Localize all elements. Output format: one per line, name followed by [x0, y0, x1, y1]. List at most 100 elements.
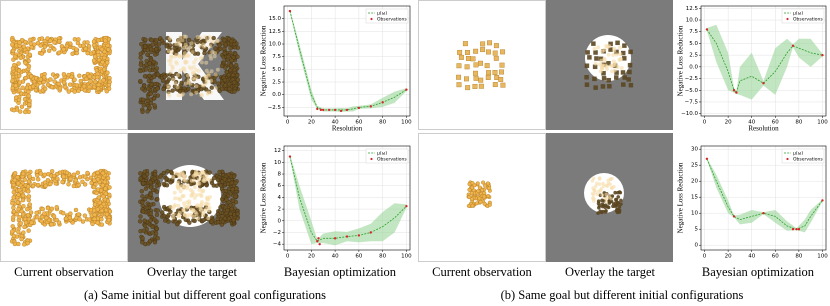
- particle: [162, 74, 167, 79]
- legend-marker: [370, 17, 373, 21]
- particle: [171, 77, 176, 82]
- particle: [473, 48, 479, 54]
- particle: [194, 193, 199, 198]
- particle: [11, 189, 17, 195]
- particle: [154, 212, 160, 218]
- particle: [492, 69, 498, 75]
- x-tick-label: 80: [795, 120, 802, 126]
- observation: [345, 235, 349, 238]
- particle: [197, 187, 202, 192]
- particle: [87, 74, 92, 79]
- particle: [225, 181, 231, 187]
- particle: [164, 183, 170, 188]
- particle: [602, 47, 607, 52]
- particle: [185, 73, 190, 78]
- particle: [604, 208, 608, 213]
- particle: [96, 82, 101, 88]
- particle: [587, 55, 592, 60]
- particle: [63, 216, 69, 221]
- particle: [615, 202, 620, 207]
- particle: [49, 206, 55, 211]
- particle: [182, 174, 187, 179]
- particle: [464, 64, 470, 70]
- x-tick-label: 60: [772, 254, 779, 260]
- particle: [600, 198, 604, 203]
- particle: [225, 207, 230, 213]
- particle: [11, 107, 17, 113]
- particle: [603, 196, 608, 201]
- particle: [234, 186, 239, 191]
- particle: [17, 80, 22, 85]
- particle: [187, 199, 192, 204]
- particle: [76, 182, 81, 188]
- particle: [77, 73, 82, 78]
- particle: [487, 40, 493, 46]
- particle: [617, 57, 622, 62]
- particle: [180, 170, 185, 175]
- particle: [477, 196, 482, 201]
- particle: [96, 49, 101, 55]
- particle: [182, 34, 187, 39]
- particle: [593, 50, 598, 55]
- particle: [195, 216, 200, 221]
- particle: [231, 174, 237, 179]
- particle: [66, 72, 71, 78]
- particle: [590, 191, 595, 196]
- particle: [619, 65, 624, 70]
- particle: [209, 219, 214, 224]
- y-axis-label: Negative Loss Reduction: [677, 162, 685, 233]
- particle: [160, 78, 166, 83]
- particle: [176, 184, 181, 189]
- particle: [617, 45, 622, 50]
- observation: [288, 9, 292, 13]
- particle: [101, 201, 107, 207]
- particle: [627, 62, 633, 68]
- particle: [177, 42, 182, 47]
- y-tick-label: 15.0: [269, 16, 282, 22]
- particle: [483, 183, 488, 188]
- particle: [138, 55, 143, 60]
- particle: [45, 178, 51, 183]
- particle: [219, 63, 225, 69]
- y-tick-label: 6: [278, 183, 282, 189]
- particle: [473, 70, 478, 76]
- particle: [45, 205, 51, 211]
- particle: [152, 240, 158, 245]
- particle: [163, 218, 168, 223]
- particle: [147, 239, 153, 244]
- particle: [615, 207, 619, 211]
- column-label: Overlay the target: [565, 265, 656, 279]
- particle: [158, 174, 163, 179]
- particle: [604, 199, 609, 204]
- particle: [599, 58, 604, 63]
- confidence-band: [289, 9, 407, 112]
- x-tick-label: 0: [286, 254, 290, 260]
- particle: [181, 194, 186, 199]
- particle: [150, 224, 155, 230]
- particle: [175, 73, 180, 78]
- observation: [791, 44, 795, 47]
- particle: [473, 75, 479, 81]
- particle: [186, 37, 192, 43]
- particle: [176, 203, 181, 208]
- particle: [86, 44, 92, 49]
- particle: [51, 173, 57, 179]
- particle: [192, 60, 197, 65]
- y-tick-label: 0.0: [272, 92, 281, 98]
- particle: [11, 233, 17, 239]
- particle: [23, 60, 28, 65]
- particle: [478, 83, 484, 89]
- particle: [180, 92, 185, 97]
- particle: [231, 80, 237, 85]
- particle: [27, 98, 32, 104]
- axes-frame: [283, 145, 411, 251]
- particle: [183, 59, 188, 64]
- particle: [477, 60, 483, 66]
- particle: [140, 109, 145, 114]
- y-tick-label: 0: [695, 243, 699, 249]
- particle: [150, 230, 155, 235]
- y-tick-label: 10.0: [269, 42, 282, 48]
- y-tick-label: 5: [695, 227, 699, 233]
- particle: [456, 63, 462, 69]
- particle: [600, 63, 605, 68]
